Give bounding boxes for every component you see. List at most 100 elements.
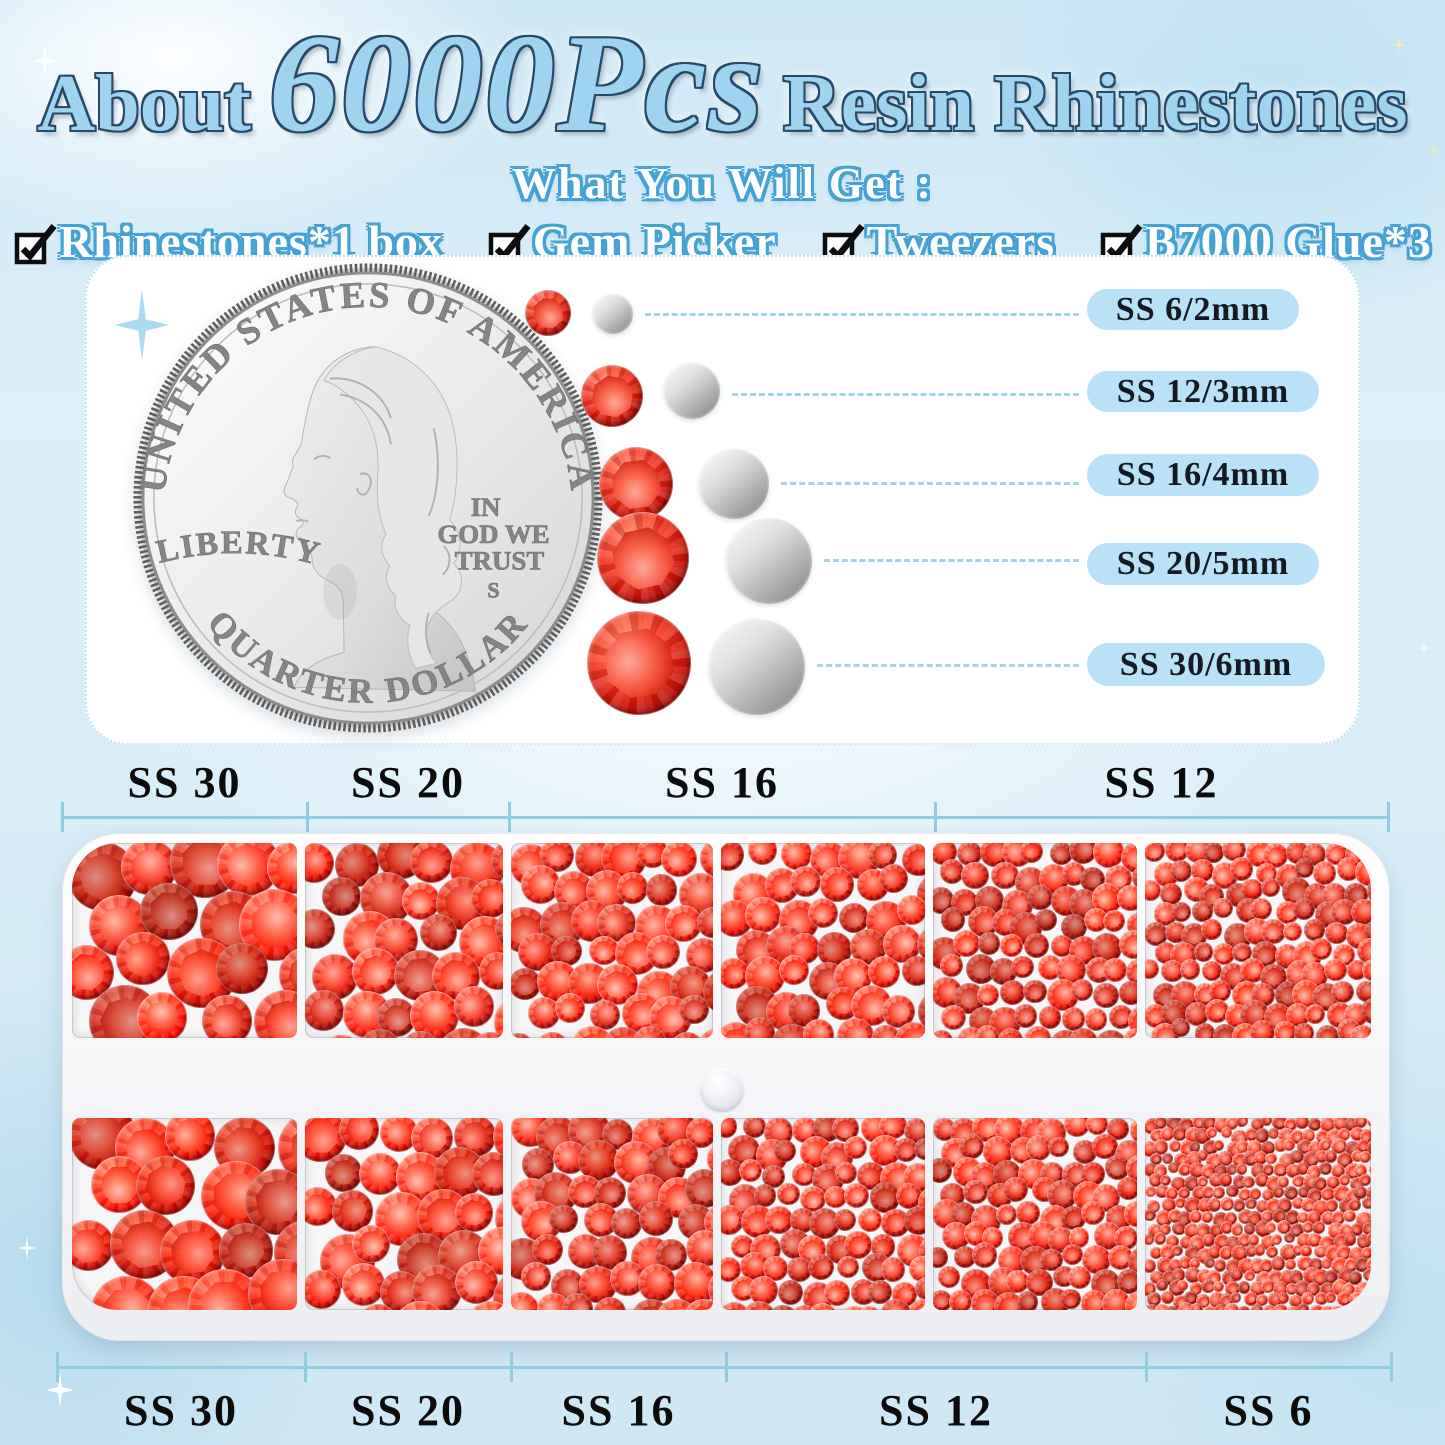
rhinestone [1145,1208,1156,1222]
rhinestone [1161,1152,1174,1165]
rhinestone [409,843,454,884]
rhinestone [1284,1185,1299,1201]
rhinestone [1296,1303,1309,1310]
rhinestone [1230,1268,1244,1282]
bracket-tick [725,1352,728,1382]
rhinestone [1161,960,1184,983]
rhinestone [1202,1305,1217,1310]
gray-size-dot [699,449,769,519]
rhinestone [471,878,503,918]
rhinestone [721,1256,741,1282]
rhinestone [1085,1118,1108,1136]
rhinestone [1245,1197,1257,1210]
rhinestone [975,1024,999,1038]
rhinestone [1148,1173,1162,1187]
rhinestone [1250,897,1273,920]
rhinestone [437,1028,491,1038]
rhinestone [1040,1248,1063,1272]
rhinestone [753,1183,777,1207]
rhinestone [511,968,542,1001]
rhinestone [918,991,925,1034]
rhinestone [1261,1209,1274,1222]
rhinestone [916,873,925,916]
rhinestone [1360,998,1371,1024]
rhinestone [1116,884,1137,912]
rhinestone [581,365,643,427]
checked-checkbox-icon [14,223,57,265]
rhinestone [903,1118,925,1144]
rhinestone [1201,1185,1215,1199]
rhinestone [140,882,198,941]
rhinestone [1361,1247,1371,1259]
rhinestone [904,1205,925,1235]
rhinestone [1235,1140,1249,1154]
rhinestone [1353,1163,1367,1178]
rhinestone [1284,1258,1297,1271]
size-group-label: SS 30 [124,1386,238,1435]
rhinestone [1292,1196,1305,1209]
size-group-label: SS 16 [561,1386,676,1435]
rhinestone [1013,1004,1038,1028]
rhinestone [1319,1305,1335,1310]
rhinestone [1150,1152,1162,1165]
rhinestone [351,947,399,995]
rhinestone [352,1224,391,1263]
rhinestone [1353,1118,1367,1128]
rhinestone [1145,1304,1160,1310]
rhinestone [1116,1176,1137,1200]
rhinestone [743,1118,767,1139]
rhinestone [1191,1118,1207,1130]
rhinestone [1259,1258,1274,1273]
rhinestone [766,1304,800,1310]
sparkle-icon [1418,640,1430,656]
rhinestone [792,1162,816,1187]
rhinestone [593,1297,627,1310]
rhinestone [1225,1163,1238,1176]
rhinestone [1350,898,1371,926]
rhinestone [305,989,344,1031]
rhinestone [940,906,966,932]
rhinestone [1343,1232,1357,1246]
rhinestone [1206,1127,1218,1139]
size-group-label: SS 12 [1104,758,1219,807]
rhinestone [1201,1279,1216,1294]
rhinestone [267,843,297,894]
bracket-tick [1390,1352,1393,1382]
rhinestone [1156,1279,1168,1291]
rhinestone [1023,979,1047,1004]
rhinestone [1341,1305,1356,1310]
rhinestone [954,1246,976,1268]
rhinestone [970,1288,999,1310]
rhinestone-compartment [1145,1118,1371,1310]
rhinestone [1256,1293,1269,1306]
coin-mint-mark: S [487,578,499,603]
rhinestone [1294,1280,1311,1297]
size-label: SS 20/5mm [1116,545,1290,582]
rhinestone [1276,1291,1289,1304]
rhinestone [1188,1210,1202,1224]
size-label-pill: SS 12/3mm [1087,371,1319,412]
rhinestone [1080,1290,1108,1310]
rhinestone [1368,1211,1371,1227]
rhinestone [1161,1290,1175,1304]
rhinestone [1277,1176,1289,1188]
rhinestone [1261,919,1286,944]
rhinestone [1011,956,1034,979]
rhinestone [599,447,673,521]
rhinestone [1232,1199,1246,1212]
rhinestone [1255,1173,1269,1187]
rhinestone [1219,1220,1233,1234]
rhinestone [1193,942,1214,962]
washington-profile [283,346,477,692]
rhinestone [808,1302,837,1310]
rhinestone [1337,1291,1352,1306]
coin-motto-line: GOD WE [437,519,549,549]
rhinestone [976,984,999,1007]
rhinestone [1095,1030,1127,1038]
rhinestone [1244,1127,1258,1141]
rhinestone [1048,1136,1069,1158]
rhinestone [895,1182,922,1209]
rhinestone [880,1257,905,1282]
rhinestone [1295,1161,1310,1176]
rhinestone [1237,1187,1252,1201]
